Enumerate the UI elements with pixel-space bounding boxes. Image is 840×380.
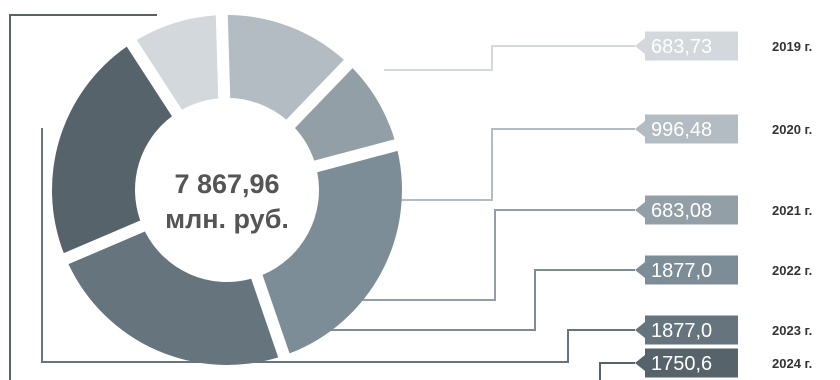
- value-label-4: 1877,0: [651, 260, 712, 282]
- value-label-5: 1877,0: [651, 320, 712, 342]
- connector-6: [9, 14, 157, 380]
- connector-1: [384, 45, 635, 71]
- connector-3: [345, 209, 635, 301]
- total-unit: млн. руб.: [165, 204, 289, 234]
- connector-4: [300, 269, 635, 331]
- value-label-1: 683,73: [651, 36, 712, 58]
- connector-6b: [599, 362, 635, 380]
- value-box-2: [645, 114, 738, 144]
- label-pointer-5: [635, 322, 645, 338]
- value-box-3: [645, 195, 738, 225]
- slice-5: [68, 231, 279, 365]
- slice-3: [294, 68, 395, 161]
- slice-6: [51, 46, 172, 254]
- value-labels: 683,73 2019 г. 996,48 2020 г. 683,08 2021 г. 1…: [635, 31, 812, 378]
- value-label-6: 1750,6: [651, 353, 712, 375]
- label-pointer-4: [635, 262, 645, 278]
- label-pointer-1: [635, 38, 645, 54]
- connector-lines: [9, 14, 635, 380]
- year-label-1: 2019 г.: [772, 39, 812, 54]
- slice-4: [262, 150, 402, 354]
- year-label-3: 2021 г.: [772, 203, 812, 218]
- value-box-1: [645, 31, 738, 61]
- slice-2: [227, 15, 344, 120]
- donut-slices: [51, 15, 402, 365]
- value-box-6: [645, 348, 738, 378]
- value-label-3: 683,08: [651, 200, 712, 222]
- year-label-6: 2024 г.: [772, 356, 812, 371]
- label-pointer-3: [635, 202, 645, 218]
- connector-5: [41, 128, 635, 363]
- year-label-2: 2020 г.: [772, 122, 812, 137]
- connector-2: [398, 128, 635, 201]
- slice-1: [136, 15, 219, 110]
- label-pointer-6: [635, 355, 645, 371]
- value-label-2: 996,48: [651, 119, 712, 141]
- label-pointer-2: [635, 121, 645, 137]
- year-label-4: 2022 г.: [772, 263, 812, 278]
- total-value: 7 867,96: [174, 169, 279, 199]
- value-box-4: [645, 255, 738, 285]
- value-box-5: [645, 315, 738, 345]
- year-label-5: 2023 г.: [772, 323, 812, 338]
